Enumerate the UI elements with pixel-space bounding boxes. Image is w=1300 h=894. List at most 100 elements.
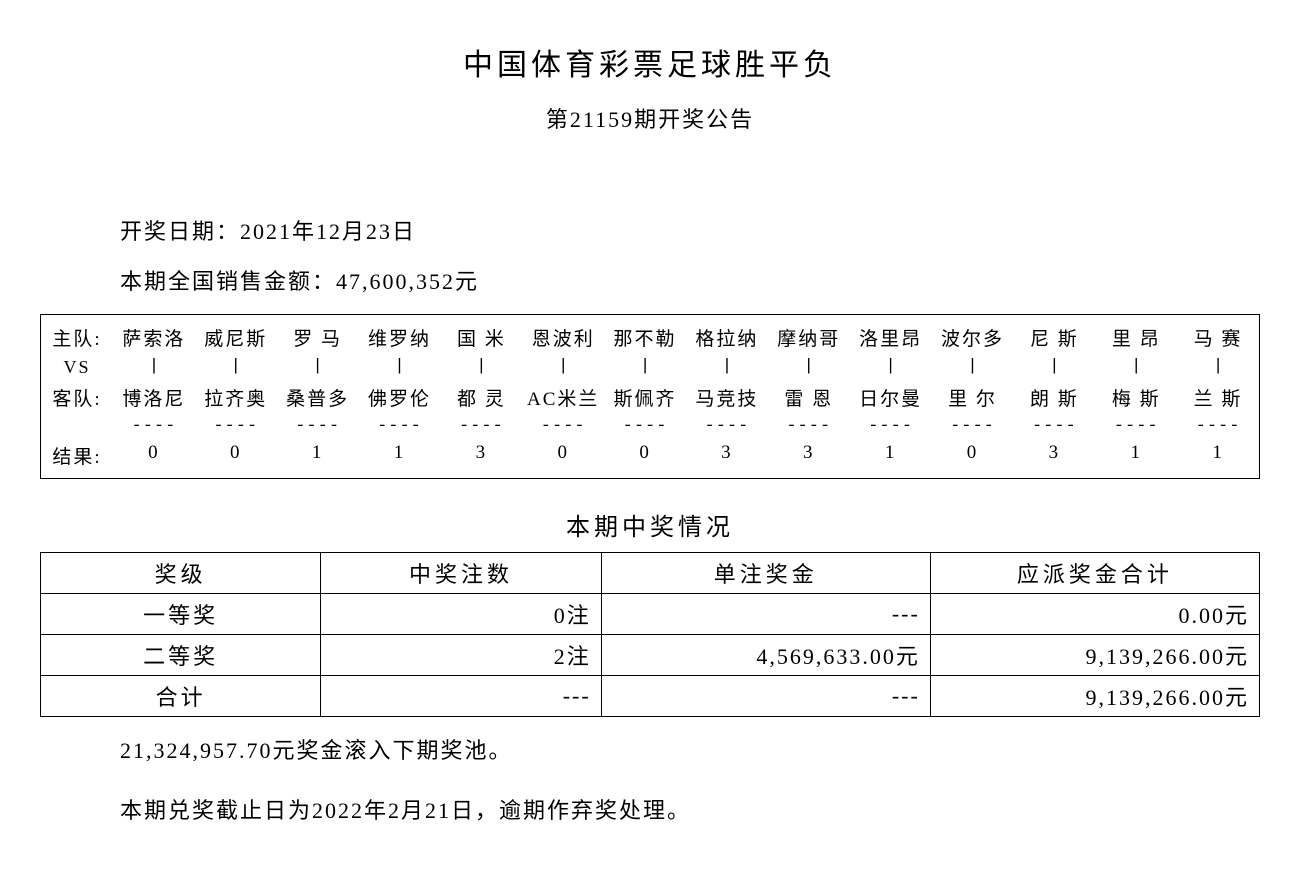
cell-unit: --- xyxy=(601,594,930,635)
dash: ---- xyxy=(277,414,359,439)
rollover-text: 21,324,957.70元奖金滚入下期奖池。 xyxy=(120,733,1260,765)
cell-count: --- xyxy=(321,676,601,717)
away-team: 佛罗伦 xyxy=(359,381,441,414)
prize-section-title: 本期中奖情况 xyxy=(40,507,1260,542)
dash: ---- xyxy=(1013,414,1095,439)
meta-block: 开奖日期：2021年12月23日 本期全国销售金额：47,600,352元 xyxy=(120,214,1260,296)
result-label: 结果: xyxy=(41,439,113,472)
result-value: 3 xyxy=(440,439,522,472)
page-title: 中国体育彩票足球胜平负 xyxy=(40,40,1260,84)
result-value: 0 xyxy=(604,439,686,472)
dash: ---- xyxy=(1177,414,1259,439)
deadline-text: 本期兑奖截止日为2022年2月21日，逾期作弃奖处理。 xyxy=(120,793,1260,825)
dash: ---- xyxy=(686,414,768,439)
dash: ---- xyxy=(195,414,277,439)
result-value: 3 xyxy=(1013,439,1095,472)
result-value: 0 xyxy=(113,439,195,472)
home-team: 威尼斯 xyxy=(195,321,277,354)
result-value: 1 xyxy=(850,439,932,472)
vs-glyph: | xyxy=(1095,354,1177,381)
footer-block: 21,324,957.70元奖金滚入下期奖池。 本期兑奖截止日为2022年2月2… xyxy=(120,733,1260,825)
cell-level: 合计 xyxy=(41,676,321,717)
hdr-level: 奖级 xyxy=(41,553,321,594)
result-value: 1 xyxy=(1095,439,1177,472)
vs-row: VS | | | | | | | | | | | | | | xyxy=(41,354,1259,381)
dash: ---- xyxy=(932,414,1014,439)
page-subtitle: 第21159期开奖公告 xyxy=(40,102,1260,134)
lottery-announcement: 中国体育彩票足球胜平负 第21159期开奖公告 开奖日期：2021年12月23日… xyxy=(0,0,1300,893)
cell-unit: 4,569,633.00元 xyxy=(601,635,930,676)
dash: ---- xyxy=(850,414,932,439)
home-team: 国 米 xyxy=(440,321,522,354)
result-row: 结果: 0 0 1 1 3 0 0 3 3 1 0 3 1 1 xyxy=(41,439,1259,472)
home-team: 恩波利 xyxy=(522,321,604,354)
prize-row: 一等奖 0注 --- 0.00元 xyxy=(41,594,1260,635)
cell-unit: --- xyxy=(601,676,930,717)
vs-glyph: | xyxy=(686,354,768,381)
dash: ---- xyxy=(440,414,522,439)
home-team: 格拉纳 xyxy=(686,321,768,354)
prize-header-row: 奖级 中奖注数 单注奖金 应派奖金合计 xyxy=(41,553,1260,594)
away-team: AC米兰 xyxy=(522,381,604,414)
vs-glyph: | xyxy=(113,354,195,381)
away-team: 拉齐奥 xyxy=(195,381,277,414)
prize-table: 奖级 中奖注数 单注奖金 应派奖金合计 一等奖 0注 --- 0.00元 二等奖… xyxy=(40,552,1260,717)
away-team: 兰 斯 xyxy=(1177,381,1259,414)
hdr-unit: 单注奖金 xyxy=(601,553,930,594)
cell-count: 0注 xyxy=(321,594,601,635)
home-team: 波尔多 xyxy=(932,321,1014,354)
cell-count: 2注 xyxy=(321,635,601,676)
away-team: 梅 斯 xyxy=(1095,381,1177,414)
vs-label: VS xyxy=(41,354,113,381)
away-team: 都 灵 xyxy=(440,381,522,414)
cell-level: 二等奖 xyxy=(41,635,321,676)
home-team: 罗 马 xyxy=(277,321,359,354)
away-team: 马竞技 xyxy=(686,381,768,414)
dash: ---- xyxy=(522,414,604,439)
vs-glyph: | xyxy=(932,354,1014,381)
away-team: 雷 恩 xyxy=(768,381,850,414)
dash: ---- xyxy=(604,414,686,439)
dash-label xyxy=(41,414,113,439)
away-team: 斯佩齐 xyxy=(604,381,686,414)
vs-glyph: | xyxy=(195,354,277,381)
result-value: 0 xyxy=(522,439,604,472)
result-value: 1 xyxy=(1177,439,1259,472)
home-team: 洛里昂 xyxy=(850,321,932,354)
hdr-count: 中奖注数 xyxy=(321,553,601,594)
home-team: 尼 斯 xyxy=(1013,321,1095,354)
away-label: 客队: xyxy=(41,381,113,414)
dash: ---- xyxy=(359,414,441,439)
cell-total: 9,139,266.00元 xyxy=(930,676,1259,717)
cell-level: 一等奖 xyxy=(41,594,321,635)
result-value: 0 xyxy=(195,439,277,472)
match-table: 主队: 萨索洛 威尼斯 罗 马 维罗纳 国 米 恩波利 那不勒 格拉纳 摩纳哥 … xyxy=(40,314,1260,479)
result-value: 3 xyxy=(768,439,850,472)
vs-glyph: | xyxy=(1013,354,1095,381)
home-team: 马 赛 xyxy=(1177,321,1259,354)
vs-glyph: | xyxy=(522,354,604,381)
dash: ---- xyxy=(768,414,850,439)
away-team: 里 尔 xyxy=(932,381,1014,414)
dash: ---- xyxy=(1095,414,1177,439)
hdr-total: 应派奖金合计 xyxy=(930,553,1259,594)
national-sales: 本期全国销售金额：47,600,352元 xyxy=(120,264,1260,296)
draw-date: 开奖日期：2021年12月23日 xyxy=(120,214,1260,246)
away-team: 朗 斯 xyxy=(1013,381,1095,414)
home-team: 里 昂 xyxy=(1095,321,1177,354)
result-value: 0 xyxy=(932,439,1014,472)
result-value: 1 xyxy=(359,439,441,472)
dash: ---- xyxy=(113,414,195,439)
home-team: 那不勒 xyxy=(604,321,686,354)
prize-row: 二等奖 2注 4,569,633.00元 9,139,266.00元 xyxy=(41,635,1260,676)
vs-glyph: | xyxy=(359,354,441,381)
away-team: 博洛尼 xyxy=(113,381,195,414)
dash-row: ---- ---- ---- ---- ---- ---- ---- ---- … xyxy=(41,414,1259,439)
cell-total: 9,139,266.00元 xyxy=(930,635,1259,676)
home-row: 主队: 萨索洛 威尼斯 罗 马 维罗纳 国 米 恩波利 那不勒 格拉纳 摩纳哥 … xyxy=(41,321,1259,354)
cell-total: 0.00元 xyxy=(930,594,1259,635)
result-value: 3 xyxy=(686,439,768,472)
prize-row-total: 合计 --- --- 9,139,266.00元 xyxy=(41,676,1260,717)
home-label: 主队: xyxy=(41,321,113,354)
vs-glyph: | xyxy=(850,354,932,381)
